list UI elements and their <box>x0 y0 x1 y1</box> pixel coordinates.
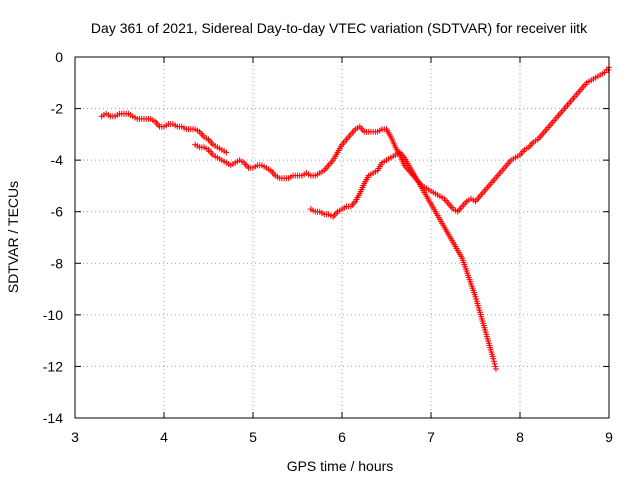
x-tick-label: 8 <box>516 429 524 445</box>
data-point-interp-track-d <box>491 360 498 367</box>
x-axis-label: GPS time / hours <box>287 458 394 474</box>
x-tick-label: 3 <box>71 429 79 445</box>
y-tick-label: -4 <box>51 152 64 168</box>
y-tick-labels: 0 -2 -4 -6 -8 -10 -12 -14 <box>43 49 63 426</box>
y-tick-label: -12 <box>43 358 63 374</box>
plot-frame <box>74 56 610 419</box>
x-tick-label: 6 <box>338 429 346 445</box>
data-point-interp-track-d <box>492 363 499 370</box>
y-tick-label: -8 <box>51 255 64 271</box>
y-axis-label: SDTVAR / TECUs <box>5 181 21 293</box>
x-tick-label: 5 <box>249 429 257 445</box>
data-point-track-d <box>490 355 497 362</box>
data-point-track-c <box>605 66 612 73</box>
x-tick-label: 7 <box>427 429 435 445</box>
y-tick-label: 0 <box>55 49 63 65</box>
chart-title: Day 361 of 2021, Sidereal Day-to-day VTE… <box>91 20 588 36</box>
data-points <box>98 64 612 373</box>
x-tick-label: 4 <box>160 429 168 445</box>
y-tick-label: -10 <box>43 307 63 323</box>
x-tick-label: 9 <box>605 429 613 445</box>
y-tick-label: -14 <box>43 410 63 426</box>
y-tick-label: -6 <box>51 204 64 220</box>
data-point-track-a <box>223 149 230 156</box>
x-tick-labels: 3 4 5 6 7 8 9 <box>71 429 613 445</box>
grid-lines <box>75 57 609 418</box>
y-tick-label: -2 <box>51 101 64 117</box>
data-point-interp-track-d <box>490 358 497 365</box>
data-point-track-d <box>492 366 499 373</box>
